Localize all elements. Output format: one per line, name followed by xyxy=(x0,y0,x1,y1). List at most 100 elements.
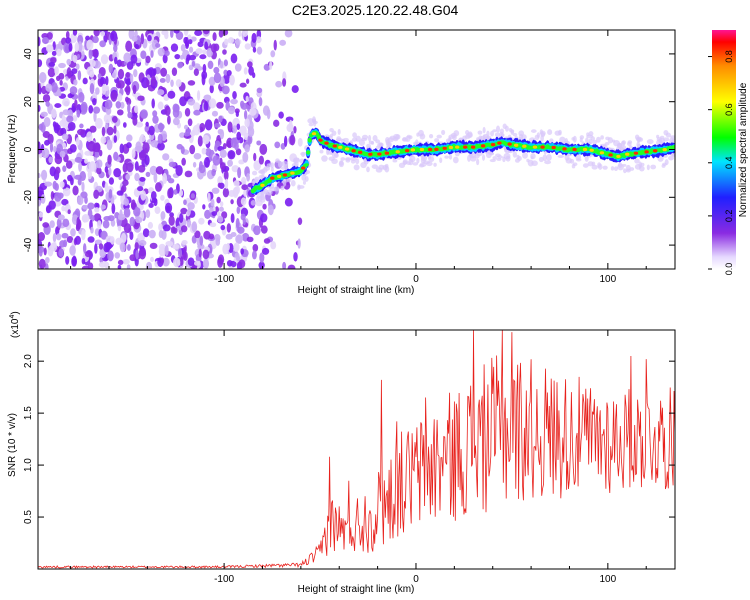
noise-speckle xyxy=(214,144,218,152)
halo-speckle xyxy=(596,136,601,143)
noise-speckle xyxy=(193,152,202,160)
halo-speckle xyxy=(350,159,356,164)
ridge-peak xyxy=(419,147,425,152)
noise-speckle xyxy=(284,30,293,38)
x-tick-label: 100 xyxy=(600,574,617,585)
noise-speckle xyxy=(62,109,70,116)
noise-speckle xyxy=(100,54,109,65)
noise-speckle xyxy=(113,125,117,134)
noise-speckle xyxy=(120,101,125,109)
noise-speckle xyxy=(98,261,107,268)
halo-speckle xyxy=(453,130,460,137)
noise-speckle xyxy=(95,159,103,169)
noise-speckle xyxy=(94,243,98,254)
halo-speckle xyxy=(260,192,265,198)
noise-speckle xyxy=(297,238,301,249)
noise-speckle xyxy=(74,156,83,163)
noise-speckle xyxy=(164,105,171,116)
halo-speckle xyxy=(602,165,608,170)
ridge-peak xyxy=(290,171,295,175)
noise-speckle xyxy=(74,99,78,109)
noise-speckle xyxy=(51,82,58,93)
halo-speckle xyxy=(392,159,398,163)
ridge-peak xyxy=(260,183,265,187)
noise-speckle xyxy=(62,142,67,149)
halo-speckle xyxy=(297,184,301,191)
noise-speckle xyxy=(258,97,263,107)
halo-speckle xyxy=(547,129,553,136)
noise-speckle xyxy=(113,135,118,143)
noise-speckle xyxy=(45,256,50,264)
noise-speckle xyxy=(210,43,217,53)
noise-speckle xyxy=(52,180,57,190)
noise-speckle xyxy=(65,255,70,265)
noise-speckle xyxy=(193,102,201,112)
ridge-peak xyxy=(357,150,363,154)
noise-speckle xyxy=(98,243,104,250)
noise-speckle xyxy=(117,225,122,232)
noise-speckle xyxy=(92,106,101,114)
noise-speckle xyxy=(207,60,214,70)
noise-speckle xyxy=(171,67,178,76)
ridge-peak xyxy=(384,151,390,155)
noise-speckle xyxy=(253,160,262,171)
noise-speckle xyxy=(140,33,145,45)
halo-speckle xyxy=(370,141,375,145)
noise-speckle xyxy=(82,215,88,223)
noise-speckle xyxy=(136,145,144,151)
noise-speckle xyxy=(108,177,115,185)
ridge-peak xyxy=(532,145,538,149)
noise-speckle xyxy=(191,60,196,67)
noise-speckle xyxy=(56,218,62,229)
noise-speckle xyxy=(86,131,93,143)
noise-speckle xyxy=(126,61,134,70)
noise-speckle xyxy=(241,184,249,191)
ridge-peak xyxy=(277,174,282,178)
noise-speckle xyxy=(184,170,193,178)
halo-speckle xyxy=(613,140,621,147)
noise-speckle xyxy=(110,91,118,102)
noise-speckle xyxy=(106,139,113,151)
noise-speckle xyxy=(197,41,204,48)
noise-speckle xyxy=(247,126,255,138)
noise-speckle xyxy=(147,34,152,42)
noise-speckle xyxy=(159,77,166,83)
noise-speckle xyxy=(243,67,248,75)
noise-speckle xyxy=(180,225,188,233)
noise-speckle xyxy=(123,207,131,218)
noise-speckle xyxy=(38,212,44,218)
noise-speckle xyxy=(253,152,257,162)
noise-speckle xyxy=(150,256,154,262)
noise-speckle xyxy=(244,144,250,153)
noise-speckle xyxy=(67,121,76,131)
noise-speckle xyxy=(115,100,122,109)
noise-speckle xyxy=(125,78,132,86)
halo-speckle xyxy=(482,154,486,161)
noise-speckle xyxy=(218,115,223,123)
noise-speckle xyxy=(216,101,224,109)
noise-speckle xyxy=(43,116,51,128)
noise-speckle xyxy=(242,30,248,38)
halo-speckle xyxy=(420,155,428,162)
noise-speckle xyxy=(90,226,94,234)
noise-speckle xyxy=(192,124,201,136)
halo-speckle xyxy=(496,125,501,133)
noise-speckle xyxy=(38,71,47,84)
noise-speckle xyxy=(289,134,296,146)
noise-speckle xyxy=(81,181,85,193)
x-tick-label: 0 xyxy=(413,574,419,585)
halo-speckle xyxy=(492,156,498,160)
noise-speckle xyxy=(221,85,230,95)
noise-speckle xyxy=(116,190,124,196)
noise-speckle xyxy=(114,56,118,65)
noise-speckle xyxy=(111,115,118,123)
noise-speckle xyxy=(48,61,56,67)
noise-speckle xyxy=(170,43,179,52)
noise-speckle xyxy=(79,123,84,129)
noise-speckle xyxy=(110,219,116,227)
noise-speckle xyxy=(230,98,238,105)
noise-speckle xyxy=(179,213,184,224)
halo-speckle xyxy=(538,156,544,163)
snr-scale-label: (x104) xyxy=(9,311,21,338)
noise-speckle xyxy=(258,261,265,269)
